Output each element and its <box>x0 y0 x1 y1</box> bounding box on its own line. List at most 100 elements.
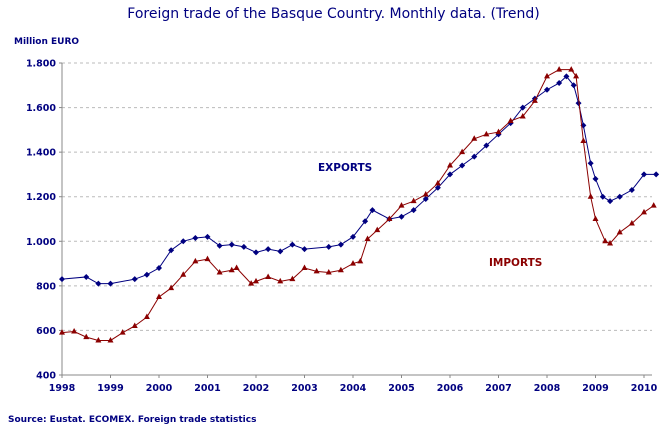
data-point-imports <box>434 179 441 186</box>
data-point-exports <box>204 233 211 240</box>
series-label-imports: IMPORTS <box>489 257 542 269</box>
y-tick-label: 1.600 <box>26 103 56 114</box>
data-point-imports <box>350 260 356 266</box>
data-point-exports <box>143 271 150 278</box>
data-point-exports <box>265 246 272 253</box>
data-point-imports <box>83 333 90 340</box>
data-point-exports <box>544 86 550 93</box>
data-point-exports <box>369 207 376 214</box>
data-point-exports <box>216 242 223 249</box>
data-point-imports <box>325 268 332 275</box>
data-point-exports <box>519 104 526 111</box>
data-point-imports <box>573 72 580 79</box>
source-note: Source: Eustat. ECOMEX. Foreign trade st… <box>8 415 257 425</box>
data-point-imports <box>248 280 255 286</box>
data-point-imports <box>616 228 623 235</box>
data-point-exports <box>253 249 259 256</box>
x-tick-label: 2003 <box>291 383 317 394</box>
data-point-imports <box>71 328 78 334</box>
y-tick-label: 1.000 <box>26 237 56 248</box>
y-tick-label: 1.800 <box>26 59 56 70</box>
data-point-imports <box>374 226 381 233</box>
data-point-exports <box>277 248 284 255</box>
y-tick-label: 400 <box>36 371 56 382</box>
data-point-exports <box>599 193 606 200</box>
data-point-exports <box>83 273 90 280</box>
data-point-exports <box>410 207 417 214</box>
data-point-exports <box>398 213 405 220</box>
data-point-imports <box>277 277 284 284</box>
data-point-imports <box>580 137 587 143</box>
data-point-imports <box>447 162 453 168</box>
data-point-imports <box>556 66 563 72</box>
data-point-exports <box>325 243 332 250</box>
data-point-exports <box>459 162 466 169</box>
y-axis-label: Million EURO <box>14 37 80 47</box>
data-point-imports <box>459 148 466 155</box>
data-point-imports <box>156 293 162 299</box>
data-point-imports <box>471 135 478 141</box>
x-tick-label: 2000 <box>146 383 173 394</box>
data-point-imports <box>357 257 364 264</box>
data-point-imports <box>337 266 344 273</box>
y-tick-label: 600 <box>36 326 56 337</box>
x-tick-label: 2008 <box>534 383 561 394</box>
data-point-exports <box>422 195 429 202</box>
data-point-exports <box>563 73 570 80</box>
x-tick-label: 2010 <box>631 383 658 394</box>
data-point-exports <box>107 280 114 287</box>
series-line-imports <box>61 69 654 341</box>
data-point-imports <box>204 255 211 262</box>
data-point-imports <box>131 322 138 328</box>
data-point-exports <box>483 142 490 149</box>
series-label-exports: EXPORTS <box>318 162 372 174</box>
data-point-exports <box>180 238 187 245</box>
data-point-exports <box>434 184 441 191</box>
data-point-exports <box>653 171 660 178</box>
data-point-imports <box>216 268 223 275</box>
data-point-imports <box>602 237 609 244</box>
x-tick-label: 2005 <box>388 383 414 394</box>
data-point-imports <box>364 235 371 242</box>
data-point-exports <box>628 187 635 194</box>
data-point-exports <box>575 100 582 107</box>
data-point-exports <box>362 218 369 225</box>
data-point-imports <box>592 215 599 221</box>
data-point-imports <box>228 266 235 273</box>
y-tick-label: 1.200 <box>26 192 56 203</box>
data-point-imports <box>519 112 526 119</box>
x-tick-label: 1999 <box>97 383 123 394</box>
x-tick-label: 1998 <box>49 383 76 394</box>
data-point-imports <box>386 215 393 221</box>
data-point-imports <box>507 117 514 123</box>
data-point-imports <box>301 264 308 271</box>
data-point-imports <box>422 190 429 197</box>
data-point-exports <box>616 193 623 200</box>
data-point-imports <box>180 271 187 277</box>
data-point-imports <box>483 130 490 137</box>
x-tick-label: 2006 <box>437 383 464 394</box>
data-point-exports <box>471 153 478 160</box>
data-point-exports <box>641 171 647 178</box>
data-point-imports <box>119 329 126 335</box>
data-point-imports <box>59 329 65 335</box>
data-point-imports <box>568 66 575 72</box>
data-point-imports <box>265 273 272 279</box>
x-tick-label: 2009 <box>582 383 608 394</box>
y-tick-label: 800 <box>36 281 56 292</box>
data-point-imports <box>398 202 405 208</box>
data-point-imports <box>253 277 259 284</box>
data-point-exports <box>156 265 162 272</box>
data-point-imports <box>650 202 657 208</box>
data-point-imports <box>531 97 538 103</box>
chart-title: Foreign trade of the Basque Country. Mon… <box>127 6 540 22</box>
x-tick-label: 2007 <box>485 383 511 394</box>
data-point-imports <box>628 219 635 226</box>
y-tick-label: 1.400 <box>26 148 56 159</box>
data-point-exports <box>447 171 453 178</box>
data-point-exports <box>350 233 356 240</box>
data-point-imports <box>313 267 320 274</box>
data-point-exports <box>592 175 599 182</box>
data-point-exports <box>556 80 563 87</box>
